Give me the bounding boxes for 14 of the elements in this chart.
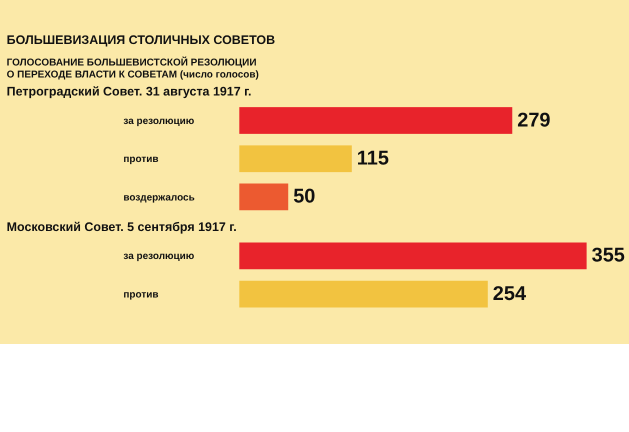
y-tick-label: за резолюцию: [123, 116, 195, 127]
y-tick-label: за резолюцию: [123, 251, 195, 262]
text: ГОЛОСОВАНИЕ БОЛЬШЕВИСТСКОЙ РЕЗОЛЮЦИИ О ПЕРЕХОДЕ ВЛАСТИ К СОВЕТАМ (число голосов): [6, 56, 259, 80]
text: Петроградский Совет. 31 августа 1917 г.: [6, 84, 252, 99]
data-label: 50: [293, 186, 316, 208]
text: Московский Совет. 5 сентября 1917 г.: [6, 220, 237, 234]
data-label: 254: [492, 282, 526, 305]
y-tick-label: воздержалось: [123, 192, 195, 204]
text: БОЛЬШЕВИЗАЦИЯ СТОЛИЧНЫХ СОВЕТОВ: [6, 33, 276, 48]
y-tick-label: против: [123, 289, 158, 300]
y-tick-label: против: [123, 154, 158, 166]
data-label: 279: [517, 109, 551, 132]
data-label: 355: [592, 244, 625, 267]
data-label: 115: [356, 148, 389, 170]
